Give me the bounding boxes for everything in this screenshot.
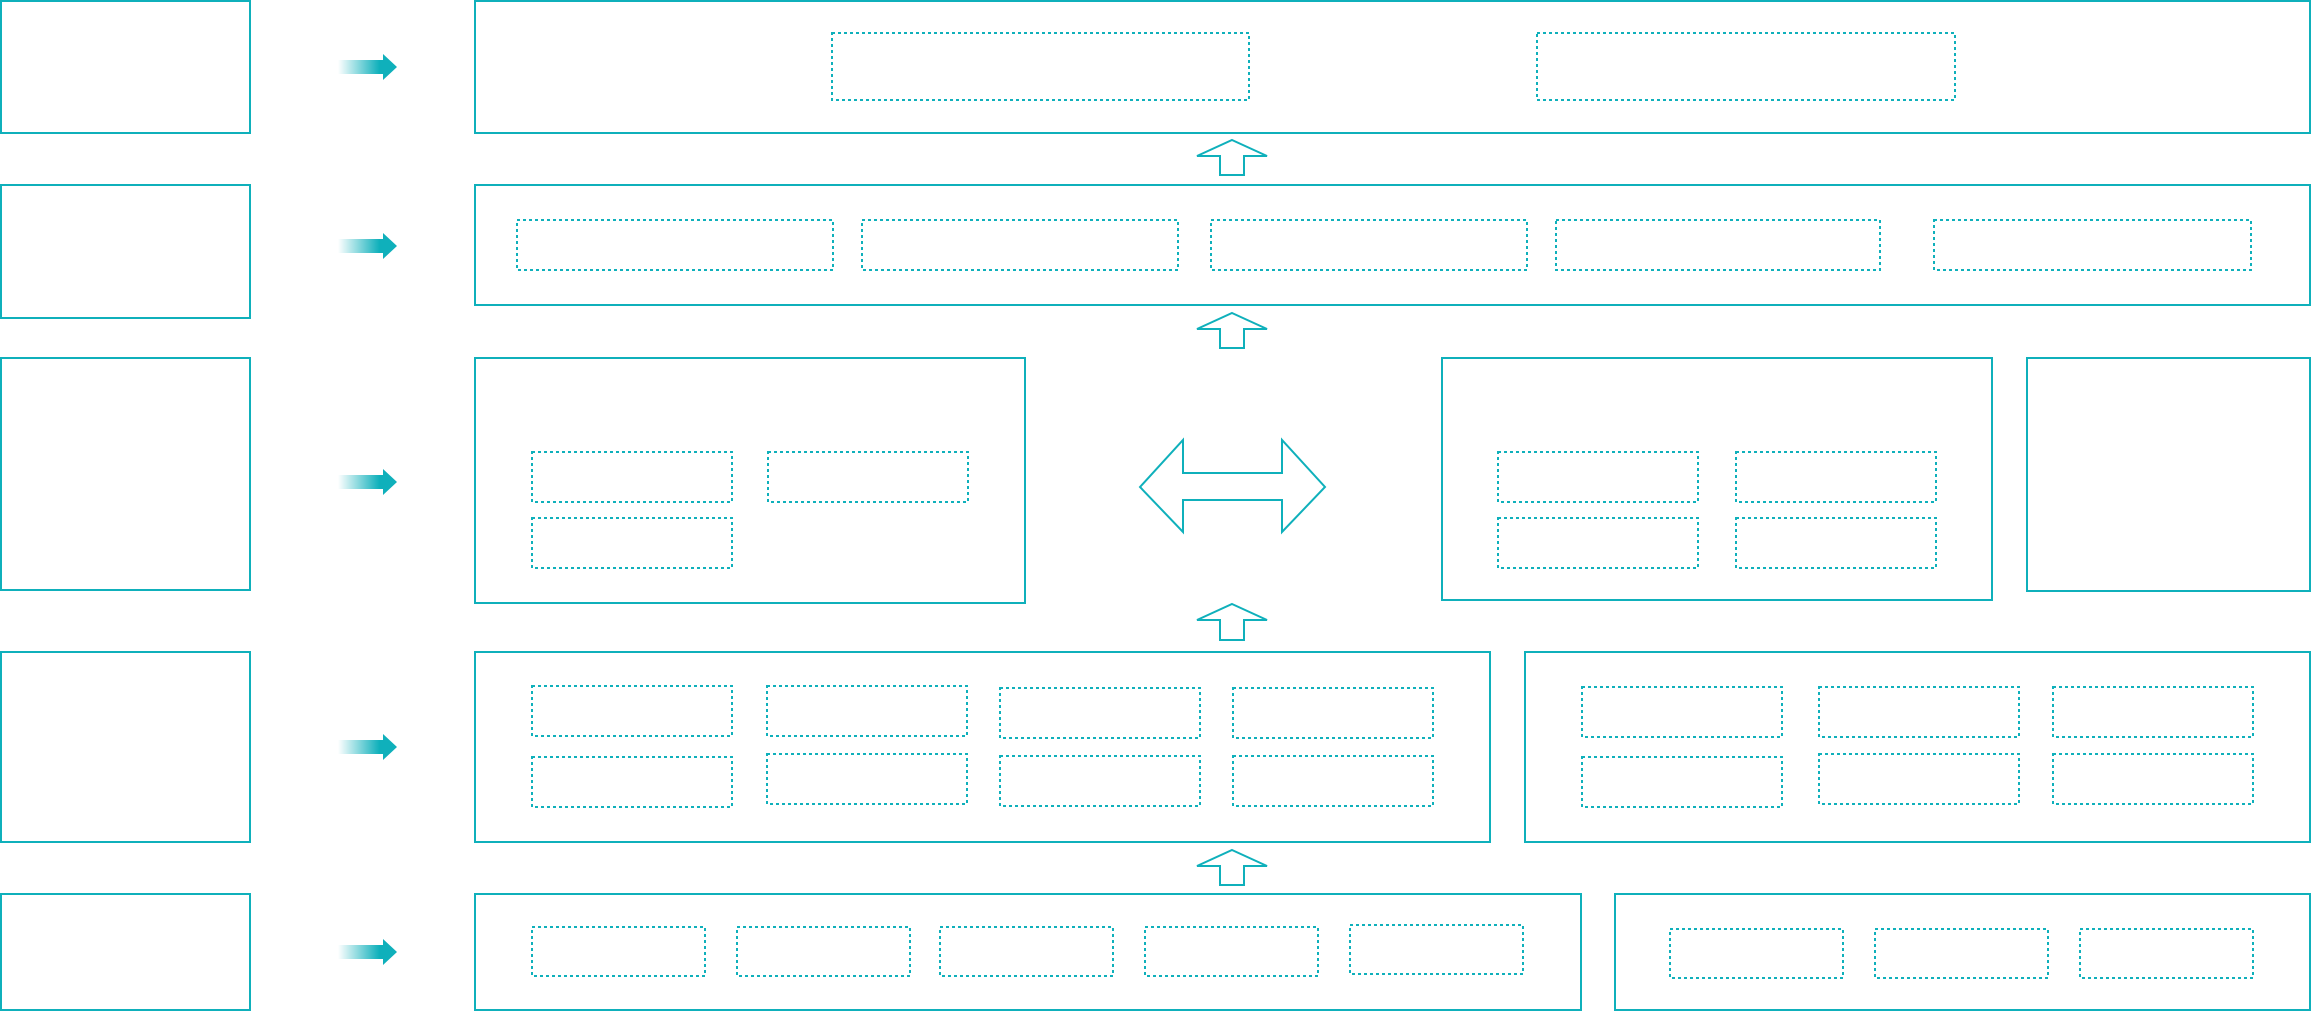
module-box <box>1669 928 1844 979</box>
module-box <box>1210 219 1528 271</box>
module-box <box>831 32 1250 101</box>
up-arrow-icon <box>1196 311 1268 349</box>
module-box <box>736 926 911 977</box>
right-arrow-icon <box>338 469 397 495</box>
module-box <box>1555 219 1881 271</box>
module-box <box>531 685 733 737</box>
layer-5-left-panel <box>474 893 1582 1011</box>
bidirectional-arrow-icon <box>1138 437 1327 535</box>
module-box <box>2052 753 2254 805</box>
module-box <box>1581 686 1783 738</box>
layer-5-right-panel <box>1614 893 2311 1011</box>
right-arrow-icon <box>338 54 397 80</box>
layer-label-box-3 <box>0 357 251 591</box>
layer-1-panel <box>474 0 2311 134</box>
right-arrow-icon <box>338 939 397 965</box>
layer-label-box-4 <box>0 651 251 843</box>
right-arrow-icon <box>338 233 397 259</box>
module-box <box>1874 928 2049 979</box>
layer-3-right-panel <box>1441 357 1993 601</box>
module-box <box>1818 753 2020 805</box>
module-box <box>1581 756 1783 808</box>
module-box <box>1144 926 1319 977</box>
module-box <box>1349 924 1524 975</box>
module-box <box>1735 451 1937 503</box>
module-box <box>999 687 1201 739</box>
module-box <box>767 451 969 503</box>
module-box <box>531 926 706 977</box>
module-box <box>1497 451 1699 503</box>
right-arrow-icon <box>338 734 397 760</box>
up-arrow-icon <box>1196 848 1268 886</box>
module-box <box>1497 517 1699 569</box>
module-box <box>1232 755 1434 807</box>
up-arrow-icon <box>1196 138 1268 176</box>
up-arrow-icon <box>1196 602 1268 641</box>
module-box <box>1232 687 1434 739</box>
module-box <box>531 756 733 808</box>
module-box <box>766 753 968 805</box>
module-box <box>2079 928 2254 979</box>
layer-label-box-5 <box>0 893 251 1011</box>
module-box <box>516 219 834 271</box>
layer-4-left-panel <box>474 651 1491 843</box>
layer-label-box-1 <box>0 0 251 134</box>
layer-2-panel <box>474 184 2311 306</box>
layer-4-right-panel <box>1524 651 2311 843</box>
module-box <box>766 685 968 737</box>
layer-3-side-panel <box>2026 357 2311 592</box>
layer-3-left-panel <box>474 357 1026 604</box>
module-box <box>1933 219 2252 271</box>
module-box <box>2052 686 2254 738</box>
layer-label-box-2 <box>0 184 251 319</box>
module-box <box>531 451 733 503</box>
module-box <box>999 755 1201 807</box>
module-box <box>531 517 733 569</box>
module-box <box>1536 32 1956 101</box>
module-box <box>1818 686 2020 738</box>
module-box <box>939 926 1114 977</box>
module-box <box>1735 517 1937 569</box>
module-box <box>861 219 1179 271</box>
